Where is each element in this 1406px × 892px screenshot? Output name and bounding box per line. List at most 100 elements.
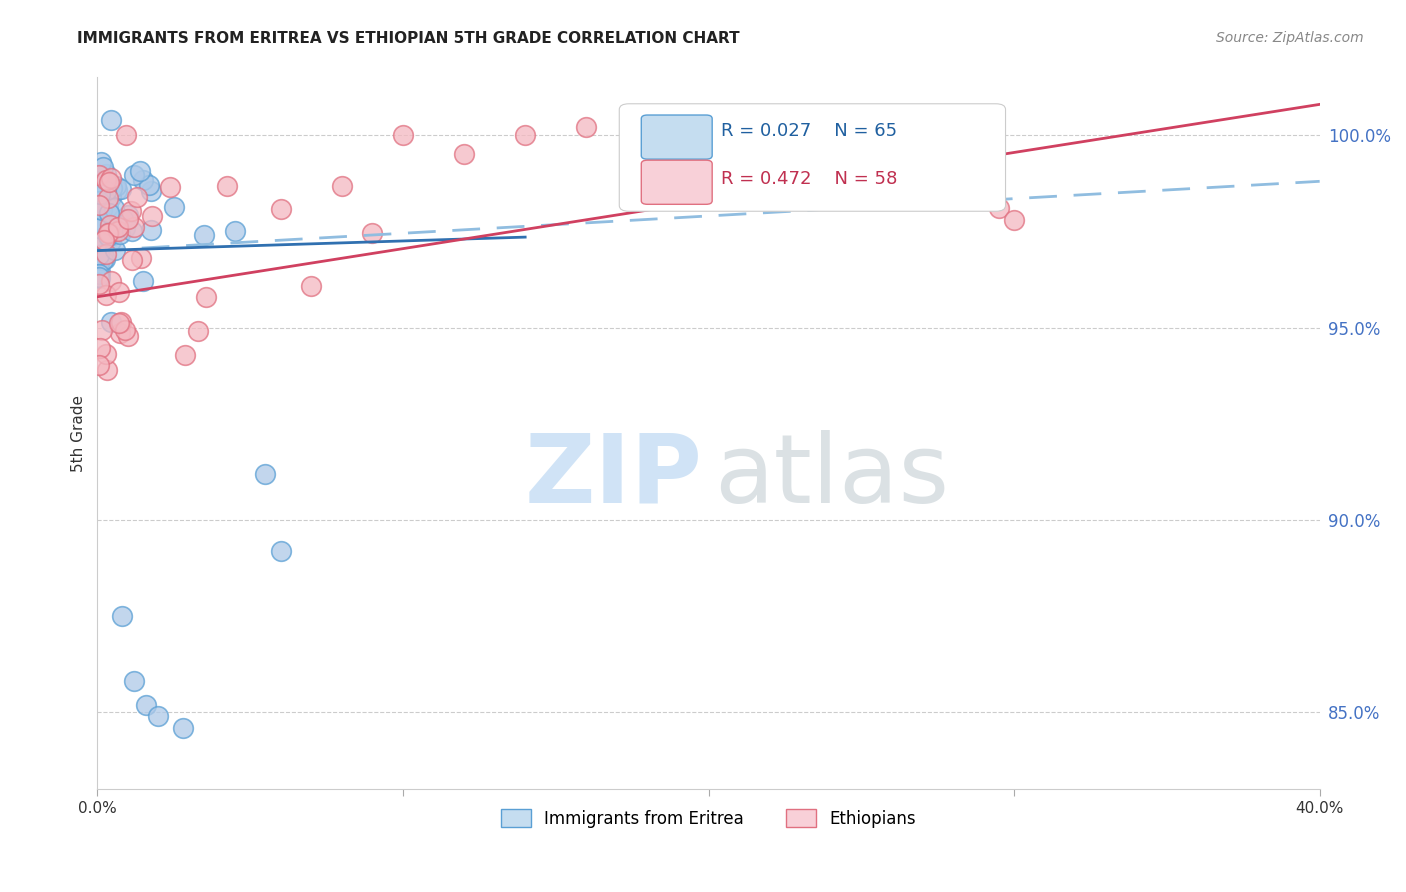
Point: [105, 178, 128, 193]
Point: [90, 202, 112, 217]
Point: [270, 543, 292, 558]
Text: atlas: atlas: [714, 430, 949, 523]
Point: [122, 168, 145, 182]
Point: [172, 721, 194, 735]
FancyBboxPatch shape: [641, 161, 713, 204]
Point: [114, 220, 136, 235]
Point: [87, 194, 110, 208]
Point: [942, 178, 965, 193]
Point: [98, 175, 121, 189]
Point: [911, 167, 934, 181]
Point: [392, 128, 415, 143]
Point: [215, 178, 238, 193]
Point: [121, 224, 143, 238]
Point: [91, 323, 114, 337]
Point: [89, 270, 111, 285]
Point: [108, 227, 131, 241]
Point: [111, 609, 134, 624]
Point: [90, 155, 112, 169]
Point: [100, 190, 122, 204]
Point: [98, 218, 121, 232]
Legend: Immigrants from Eritrea, Ethiopians: Immigrants from Eritrea, Ethiopians: [495, 803, 922, 834]
Point: [122, 674, 145, 689]
Point: [880, 155, 903, 169]
Point: [224, 224, 246, 238]
Point: [101, 180, 124, 194]
Point: [851, 144, 873, 158]
Point: [94, 173, 117, 187]
Point: [91, 252, 114, 267]
Point: [124, 219, 146, 234]
Point: [697, 112, 720, 127]
Point: [100, 228, 122, 243]
Point: [515, 128, 537, 143]
Point: [93, 252, 115, 266]
Point: [575, 120, 598, 135]
Point: [98, 226, 121, 240]
Point: [100, 234, 122, 248]
Point: [108, 316, 131, 330]
Point: [91, 160, 114, 174]
Point: [96, 184, 118, 198]
Y-axis label: 5th Grade: 5th Grade: [72, 395, 86, 472]
Point: [91, 233, 114, 247]
Point: [97, 228, 120, 243]
Point: [270, 202, 292, 216]
Point: [100, 274, 122, 288]
Point: [93, 216, 115, 230]
Point: [453, 147, 475, 161]
Point: [139, 184, 162, 198]
Point: [100, 171, 122, 186]
Point: [97, 206, 120, 220]
Point: [91, 247, 114, 261]
Point: [254, 467, 277, 481]
Point: [91, 219, 114, 234]
Point: [96, 362, 118, 376]
Point: [148, 709, 170, 723]
Point: [138, 178, 160, 192]
Point: [973, 190, 995, 204]
Point: [90, 236, 112, 251]
Text: R = 0.472    N = 58: R = 0.472 N = 58: [721, 169, 897, 187]
Point: [108, 326, 131, 340]
Point: [187, 324, 209, 338]
Point: [330, 179, 353, 194]
Point: [129, 251, 152, 265]
Text: Source: ZipAtlas.com: Source: ZipAtlas.com: [1216, 31, 1364, 45]
Text: ZIP: ZIP: [524, 430, 703, 523]
FancyBboxPatch shape: [641, 115, 713, 159]
Point: [87, 270, 110, 285]
Point: [87, 358, 110, 372]
Point: [97, 200, 120, 214]
Point: [110, 315, 132, 329]
Point: [107, 285, 129, 300]
Point: [89, 341, 111, 355]
Point: [120, 204, 142, 219]
Point: [107, 220, 129, 235]
Point: [114, 323, 136, 337]
Point: [135, 698, 157, 712]
Text: R = 0.027    N = 65: R = 0.027 N = 65: [721, 121, 897, 140]
Point: [111, 212, 134, 227]
Point: [141, 210, 163, 224]
Point: [193, 227, 215, 242]
Point: [94, 247, 117, 261]
Point: [103, 201, 125, 215]
Point: [87, 256, 110, 270]
Point: [97, 229, 120, 244]
Point: [104, 243, 127, 257]
Point: [110, 182, 132, 196]
Point: [636, 117, 658, 131]
Point: [195, 290, 218, 304]
Point: [127, 190, 149, 204]
Point: [107, 224, 129, 238]
Text: IMMIGRANTS FROM ERITREA VS ETHIOPIAN 5TH GRADE CORRELATION CHART: IMMIGRANTS FROM ERITREA VS ETHIOPIAN 5TH…: [77, 31, 740, 46]
Point: [115, 128, 138, 143]
Point: [97, 227, 120, 241]
Point: [159, 180, 181, 194]
Point: [89, 246, 111, 260]
Point: [100, 112, 122, 127]
Point: [89, 215, 111, 229]
Point: [758, 136, 780, 150]
Point: [97, 190, 120, 204]
